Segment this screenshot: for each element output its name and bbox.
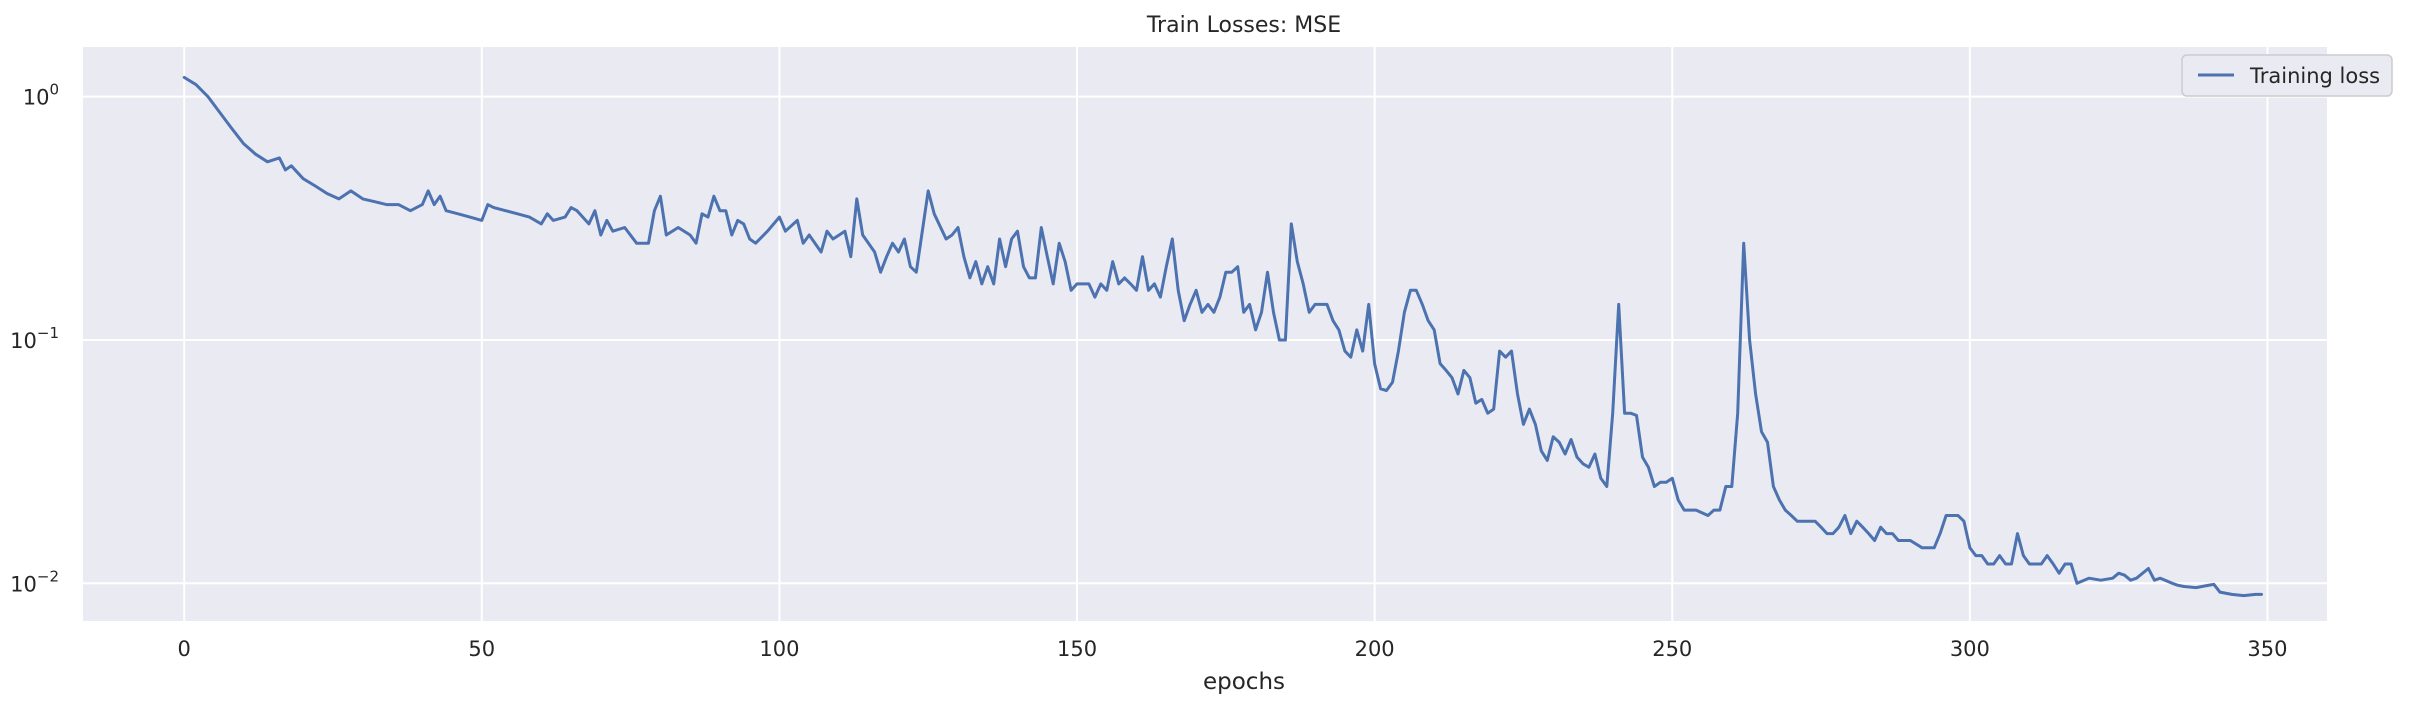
legend-label-training-loss: Training loss	[2249, 64, 2380, 88]
plot-background	[83, 47, 2327, 621]
grid-lines	[83, 47, 2327, 621]
legend: Training loss	[2181, 54, 2393, 97]
x-axis-label: epochs	[1203, 669, 1285, 695]
y-tick-label: 100	[23, 81, 59, 110]
x-tick-label: 0	[178, 637, 191, 661]
x-tick-label: 300	[1950, 637, 1990, 661]
series-group	[182, 75, 2263, 598]
x-tick-label: 150	[1057, 637, 1097, 661]
x-tick-label: 50	[468, 637, 495, 661]
series-line-training-loss	[182, 75, 2263, 598]
y-tick-label: 10−2	[10, 567, 59, 596]
y-tick-label: 10−1	[10, 324, 59, 353]
y-axis-ticks: 100 10−1 10−2	[10, 81, 59, 597]
x-axis-ticks: 0 50 100 150 200 250 300 350	[178, 637, 2288, 661]
x-tick-label: 350	[2247, 637, 2287, 661]
x-tick-label: 100	[759, 637, 799, 661]
x-tick-label: 200	[1355, 637, 1395, 661]
x-tick-label: 250	[1652, 637, 1692, 661]
chart-title: Train Losses: MSE	[1146, 13, 1341, 38]
legend-box	[2181, 54, 2393, 97]
